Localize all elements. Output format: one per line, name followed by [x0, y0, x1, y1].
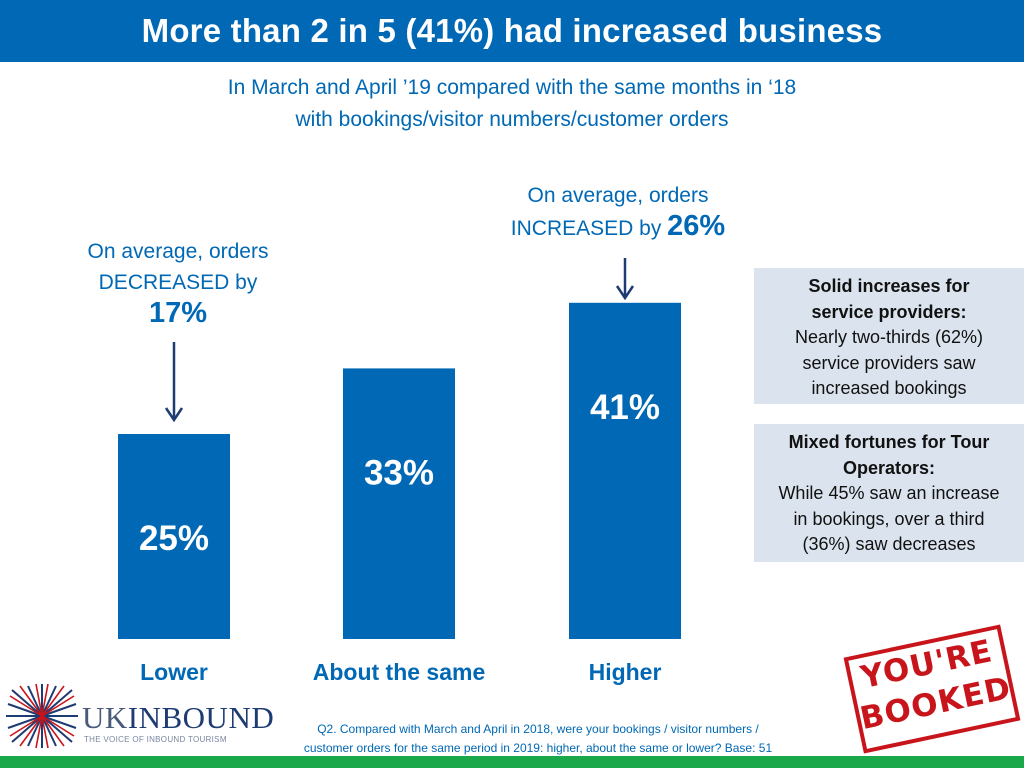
info-box-1-body-3: increased bookings: [811, 378, 967, 398]
page-title: More than 2 in 5 (41%) had increased bus…: [141, 12, 883, 49]
bar-2: [569, 302, 681, 639]
bar-value-label-0: 25%: [139, 519, 209, 558]
info-box-service-providers: Solid increases for service providers: N…: [754, 268, 1024, 404]
wordmark-prefix: UK: [82, 700, 128, 735]
ukinbound-flag-logo: [6, 683, 78, 749]
info-box-2-body-1: While 45% saw an increase: [778, 483, 1000, 503]
annotation-decrease-value: 17%: [148, 297, 208, 329]
annotation-increase-value: 26%: [667, 210, 726, 242]
bottom-green-stripe: [0, 756, 1024, 768]
category-label-1: About the same: [313, 659, 486, 685]
ukinbound-wordmark: UKINBOUND: [82, 700, 274, 736]
info-box-1-heading-1: Solid increases for: [808, 276, 970, 296]
page-subtitle: In March and April ’19 compared with the…: [130, 72, 894, 136]
bar-value-label-1: 33%: [364, 453, 434, 492]
annotation-decrease-line-1: On average, orders: [87, 240, 269, 263]
info-box-1-body-2: service providers saw: [802, 352, 976, 373]
annotation-increase-line-2-wrap: INCREASED by 26%: [480, 211, 756, 244]
annotation-decrease: On average, orders DECREASED by 17%: [60, 236, 296, 329]
footnote-line-2: customer orders for the same period in 2…: [303, 741, 773, 755]
footnote-line-1: Q2. Compared with March and April in 201…: [317, 722, 759, 736]
category-label-2: Higher: [589, 659, 662, 685]
info-box-2-body-2: in bookings, over a third: [793, 508, 985, 529]
info-box-2-heading-2: Operators:: [842, 457, 936, 478]
logo-tagline: THE VOICE OF INBOUND TOURISM: [84, 735, 227, 744]
bar-1: [343, 368, 455, 639]
annotation-increase-line-2: INCREASED by: [510, 217, 662, 240]
annotation-arrow-head-0: [164, 407, 184, 423]
question-footnote: Q2. Compared with March and April in 201…: [268, 720, 808, 758]
info-box-2-body-3: (36%) saw decreases: [802, 534, 976, 554]
info-box-tour-operators: Mixed fortunes for Tour Operators: While…: [754, 424, 1024, 562]
annotation-increase: On average, orders INCREASED by 26%: [480, 180, 756, 244]
bar-value-label-2: 41%: [590, 388, 660, 427]
bar-0: [118, 434, 230, 639]
annotation-arrow-head-1: [615, 285, 635, 301]
wordmark-suffix: INBOUND: [127, 700, 275, 735]
info-box-1-body-1: Nearly two-thirds (62%): [794, 327, 984, 347]
annotation-decrease-line-2: DECREASED by: [98, 271, 258, 294]
info-box-2-heading-1: Mixed fortunes for Tour: [788, 432, 990, 452]
subtitle-line-2: with bookings/visitor numbers/customer o…: [295, 108, 729, 131]
info-box-1-heading-2: service providers:: [811, 301, 967, 322]
annotation-increase-line-1: On average, orders: [527, 184, 709, 207]
title-bar: More than 2 in 5 (41%) had increased bus…: [0, 0, 1024, 62]
category-label-0: Lower: [140, 659, 208, 685]
subtitle-line-1: In March and April ’19 compared with the…: [227, 76, 797, 99]
